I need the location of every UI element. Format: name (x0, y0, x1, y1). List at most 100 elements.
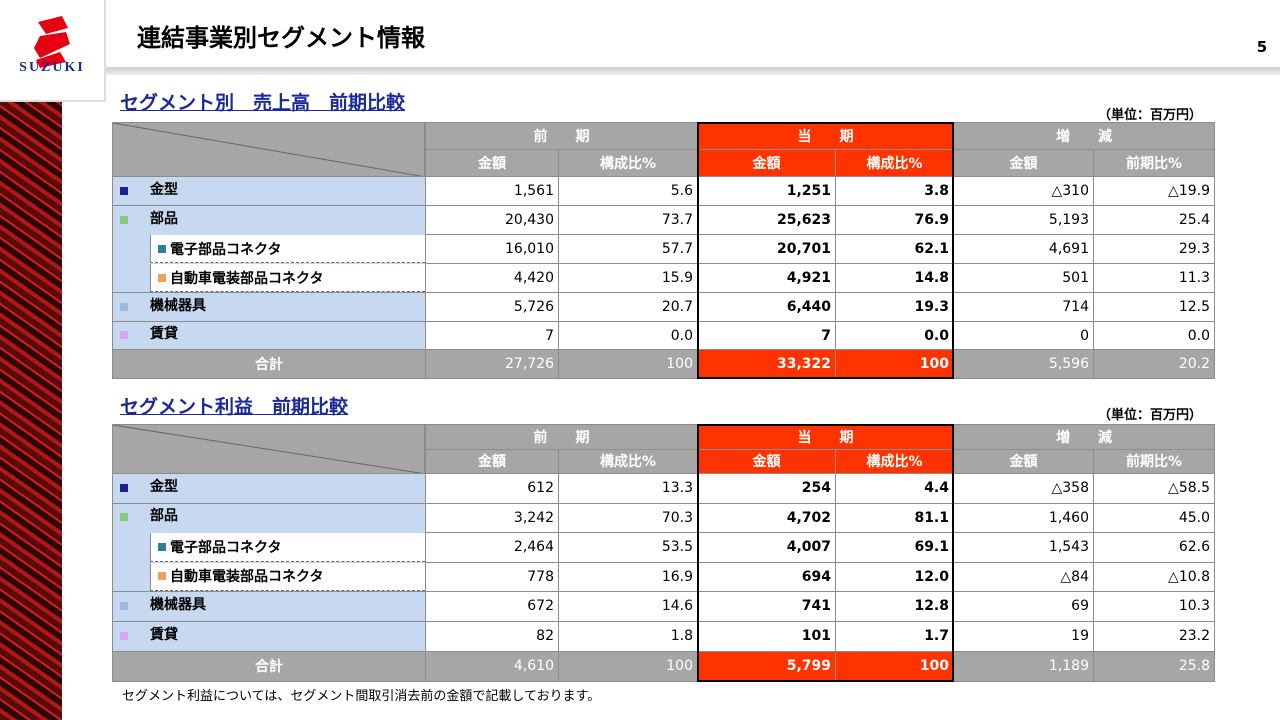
value-cell: 4.4 (835, 473, 954, 504)
total-value: 100 (558, 349, 698, 379)
row-label-cell (112, 321, 426, 350)
value-cell: 254 (697, 473, 836, 504)
row-label: 機械器具 (150, 596, 206, 613)
value-cell: 1.7 (835, 620, 954, 652)
total-value: 27,726 (425, 349, 559, 379)
row-label-cell (112, 292, 426, 322)
total-value: 100 (558, 650, 698, 682)
value-cell: 19.3 (835, 292, 954, 322)
header-cell: 金額 (697, 149, 836, 177)
marker (120, 331, 128, 339)
header-cell: 前期比% (1093, 448, 1215, 474)
header-cell: 金額 (697, 448, 836, 474)
value-cell: 12.8 (835, 591, 954, 622)
marker (158, 244, 166, 253)
value-cell: 29.3 (1093, 234, 1215, 264)
total-value: 5,596 (953, 349, 1094, 379)
marker (120, 302, 128, 311)
value-cell: 1,561 (425, 176, 559, 206)
value-cell: 5.6 (558, 176, 698, 206)
value-cell: 3.8 (835, 176, 954, 206)
value-cell: 20,430 (425, 205, 559, 235)
unit-label: （単位：百万円） (1098, 408, 1203, 423)
total-label: 合計 (112, 650, 426, 682)
title-bar (106, 67, 1280, 75)
value-cell: 5,726 (425, 292, 559, 322)
row-label: 機械器具 (150, 297, 206, 314)
value-cell: 612 (425, 473, 559, 504)
value-cell: 4,921 (697, 263, 836, 293)
row-label: 自動車電装部品コネクタ (170, 270, 324, 287)
row-label: 部品 (150, 210, 178, 227)
value-cell: 57.7 (558, 234, 698, 264)
value-cell: 3,242 (425, 502, 559, 533)
total-value: 4,610 (425, 650, 559, 682)
value-cell: 13.3 (558, 473, 698, 504)
total-value: 100 (835, 650, 954, 682)
value-cell: 70.3 (558, 502, 698, 533)
logo-mark (34, 16, 70, 68)
value-cell: 5,193 (953, 205, 1094, 235)
value-cell: 4,691 (953, 234, 1094, 264)
sub-label-box (150, 235, 425, 263)
value-cell: 25.4 (1093, 205, 1215, 235)
value-cell: 16,010 (425, 234, 559, 264)
value-cell: 694 (697, 561, 836, 592)
value-cell: 7 (425, 321, 559, 350)
sub-label-box (150, 533, 425, 562)
value-cell: 501 (953, 263, 1094, 293)
section-title: セグメント利益 前期比較 (120, 396, 349, 418)
row-label: 電子部品コネクタ (170, 241, 282, 258)
value-cell: 4,420 (425, 263, 559, 293)
page-number: 5 (1256, 38, 1268, 56)
value-cell: 76.9 (835, 205, 954, 235)
header-cell: 構成比% (835, 448, 954, 474)
header-cell: 構成比% (835, 149, 954, 177)
value-cell: 12.5 (1093, 292, 1215, 322)
footnote: セグメント利益については、セグメント間取引消去前の金額で記載しております。 (122, 689, 601, 704)
section-title: セグメント別 売上高 前期比較 (120, 92, 406, 114)
marker (120, 631, 128, 640)
total-value: 25.8 (1093, 650, 1215, 682)
value-cell: △10.8 (1093, 561, 1215, 592)
value-cell: 778 (425, 561, 559, 592)
value-cell: 4,702 (697, 502, 836, 533)
header-group: 当 期 (697, 424, 954, 450)
value-cell: 0.0 (1093, 321, 1215, 350)
header-cell: 金額 (953, 149, 1094, 177)
value-cell: 7 (697, 321, 836, 350)
marker (120, 483, 128, 492)
row-label-cell (112, 205, 426, 235)
value-cell: 1,543 (953, 532, 1094, 563)
value-cell: 16.9 (558, 561, 698, 592)
header-group: 前 期 (425, 122, 698, 150)
row-label: 金型 (150, 181, 178, 198)
header-group: 前 期 (425, 424, 698, 450)
header-cell: 構成比% (558, 448, 698, 474)
header-cell: 金額 (425, 448, 559, 474)
value-cell: △310 (953, 176, 1094, 206)
marker (158, 542, 166, 551)
marker (158, 572, 166, 581)
value-cell: △84 (953, 561, 1094, 592)
row-label: 自動車電装部品コネクタ (170, 569, 324, 586)
marker (120, 186, 128, 195)
total-value: 1,189 (953, 650, 1094, 682)
value-cell: △58.5 (1093, 473, 1215, 504)
value-cell: 1.8 (558, 620, 698, 652)
marker (158, 273, 166, 282)
logo-box: SUZUKI (0, 0, 106, 102)
value-cell: 14.6 (558, 591, 698, 622)
row-label-cell (112, 502, 426, 533)
value-cell: △358 (953, 473, 1094, 504)
value-cell: 11.3 (1093, 263, 1215, 293)
header-cell: 金額 (425, 149, 559, 177)
marker (120, 215, 128, 224)
corner-cell (112, 424, 426, 474)
value-cell: 73.7 (558, 205, 698, 235)
value-cell: 23.2 (1093, 620, 1215, 652)
value-cell: 19 (953, 620, 1094, 652)
value-cell: 741 (697, 591, 836, 622)
value-cell: 714 (953, 292, 1094, 322)
